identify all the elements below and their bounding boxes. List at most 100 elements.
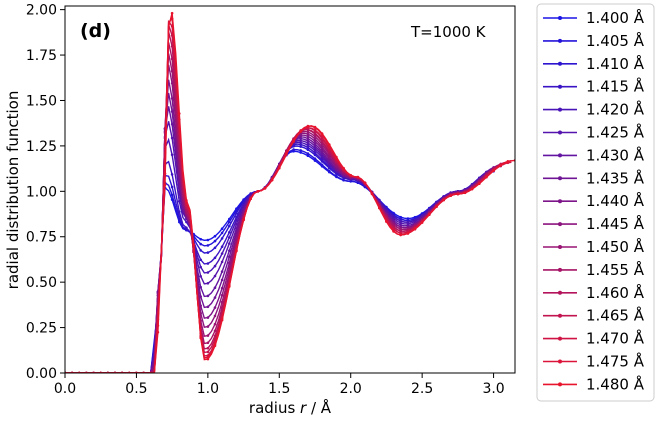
series-point: [199, 258, 202, 262]
series-point: [456, 192, 460, 196]
y-tick-label: 1.50: [26, 93, 57, 109]
series-point: [199, 249, 202, 252]
series-point: [399, 233, 403, 237]
series-point: [213, 264, 217, 268]
series-point: [170, 173, 174, 176]
series-point: [306, 148, 310, 151]
series-point: [156, 330, 160, 334]
series-point: [220, 270, 224, 273]
series-point: [206, 346, 210, 350]
x-axis-label: radius r / Å: [249, 398, 332, 417]
series-point: [206, 262, 210, 265]
series-point: [363, 181, 367, 184]
series-point: [299, 143, 303, 146]
series-point: [206, 282, 210, 285]
series-point: [206, 350, 210, 354]
series-point: [370, 192, 374, 196]
series-point: [206, 294, 210, 298]
series-point: [199, 237, 202, 241]
legend-item: 1.480 Å: [543, 374, 645, 393]
legend: 1.400 Å 1.405 Å 1.410 Å 1.415 Å 1.420 Å 1.425…: [536, 3, 655, 402]
series-point: [206, 325, 210, 328]
series-point: [299, 151, 303, 154]
series-point: [449, 194, 453, 197]
series-point: [306, 135, 310, 138]
series-point: [213, 314, 217, 318]
series-line: [65, 148, 494, 373]
series-point: [185, 199, 188, 202]
series-point: [306, 154, 310, 157]
x-tick-label: 1.5: [268, 381, 290, 397]
series-line: [65, 64, 505, 373]
series-point: [228, 220, 231, 224]
series-point: [442, 198, 445, 202]
series-point: [378, 206, 381, 210]
y-axis-ticks: 0.00 0.25 0.50 0.75 1.00 1.25 1.50 1.75 2.00: [26, 3, 65, 382]
series-point: [470, 187, 474, 191]
series-point: [220, 278, 224, 282]
legend-marker: [558, 130, 562, 135]
series-point: [306, 132, 310, 136]
series-point: [499, 164, 503, 167]
series-line: [65, 137, 498, 373]
series-point: [170, 153, 174, 157]
series-point: [170, 11, 174, 15]
series-point: [213, 306, 217, 309]
series-point: [342, 166, 345, 170]
legend-marker: [558, 16, 562, 20]
series-point: [242, 218, 245, 222]
series-point: [199, 336, 202, 340]
series-point: [342, 178, 345, 182]
legend-label: 1.475 Å: [586, 352, 645, 371]
series-point: [349, 173, 353, 177]
legend-item: 1.440 Å: [543, 191, 645, 210]
legend-label: 1.405 Å: [586, 31, 645, 50]
series-point: [306, 143, 310, 147]
series-point: [206, 244, 210, 247]
series-point: [313, 131, 317, 135]
series-point: [399, 215, 403, 219]
series-point: [306, 137, 310, 140]
series-point: [313, 151, 317, 155]
series-point: [399, 217, 403, 221]
y-tick-label: 1.25: [26, 139, 57, 155]
legend-label: 1.425 Å: [586, 123, 645, 142]
legend-marker: [558, 359, 562, 364]
series-point: [249, 197, 252, 201]
series-line: [65, 92, 501, 373]
legend-frame: [536, 3, 655, 402]
series-point: [228, 236, 231, 239]
series-point: [235, 211, 238, 215]
legend-item: 1.450 Å: [543, 237, 645, 256]
series-point: [199, 275, 202, 278]
series-point: [213, 322, 217, 326]
series-point: [213, 239, 217, 243]
x-tick-label: 0.0: [54, 381, 76, 397]
series-point: [406, 217, 410, 220]
legend-label: 1.400 Å: [586, 8, 645, 27]
series-point: [178, 112, 181, 115]
legend-marker: [558, 245, 562, 249]
legend-item: 1.460 Å: [543, 283, 645, 302]
series-point: [228, 242, 231, 245]
series-point: [299, 141, 303, 144]
y-tick-label: 2.00: [26, 3, 57, 19]
series-point: [292, 148, 295, 151]
series-point: [313, 147, 317, 150]
series-point: [206, 316, 210, 319]
series-point: [356, 175, 360, 179]
legend-label: 1.410 Å: [586, 54, 645, 73]
series-point: [320, 163, 324, 167]
legend-label: 1.470 Å: [586, 329, 645, 348]
series-point: [256, 190, 260, 193]
legend-marker: [558, 222, 562, 227]
series-point: [313, 137, 317, 141]
series-point: [213, 274, 217, 278]
y-tick-label: 0.25: [26, 321, 57, 337]
series-point: [220, 260, 224, 264]
legend-marker: [558, 199, 562, 204]
series-line: [65, 121, 498, 373]
series-point: [206, 238, 210, 242]
series-point: [220, 237, 224, 240]
series-line: [65, 143, 498, 373]
